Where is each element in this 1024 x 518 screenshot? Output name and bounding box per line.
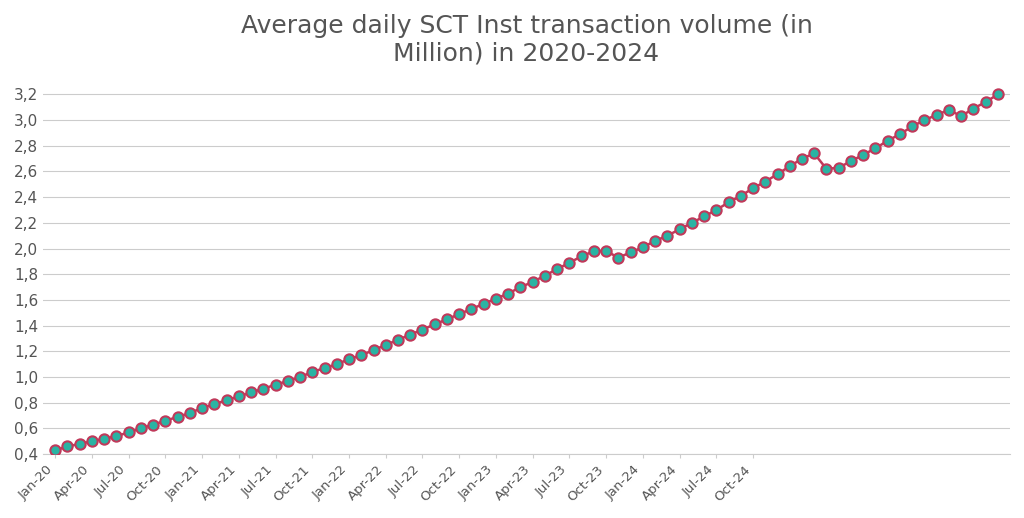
- Point: [390, 336, 407, 344]
- Point: [72, 440, 88, 448]
- Point: [744, 184, 761, 192]
- Point: [341, 355, 357, 363]
- Point: [610, 253, 627, 262]
- Point: [880, 136, 896, 145]
- Point: [830, 164, 847, 172]
- Point: [487, 295, 504, 303]
- Point: [769, 170, 785, 178]
- Point: [47, 446, 63, 454]
- Point: [757, 178, 773, 186]
- Point: [598, 247, 614, 255]
- Point: [647, 237, 664, 245]
- Point: [794, 154, 810, 163]
- Point: [989, 90, 1006, 98]
- Point: [316, 364, 333, 372]
- Point: [892, 130, 908, 138]
- Point: [463, 305, 479, 313]
- Point: [573, 252, 590, 261]
- Point: [206, 400, 222, 408]
- Point: [635, 243, 651, 251]
- Point: [230, 392, 247, 400]
- Point: [280, 377, 296, 385]
- Point: [366, 346, 382, 354]
- Point: [218, 396, 234, 405]
- Point: [623, 248, 639, 256]
- Point: [672, 225, 688, 234]
- Point: [169, 413, 185, 421]
- Point: [292, 373, 308, 381]
- Point: [684, 219, 700, 227]
- Point: [806, 149, 822, 157]
- Point: [549, 265, 565, 274]
- Point: [720, 198, 736, 207]
- Point: [978, 98, 994, 106]
- Point: [561, 258, 578, 267]
- Point: [353, 351, 370, 359]
- Point: [194, 404, 210, 412]
- Point: [659, 232, 676, 240]
- Point: [427, 320, 443, 328]
- Point: [439, 315, 456, 323]
- Point: [966, 104, 982, 112]
- Point: [133, 424, 150, 433]
- Point: [696, 212, 713, 221]
- Title: Average daily SCT Inst transaction volume (in
Million) in 2020-2024: Average daily SCT Inst transaction volum…: [241, 14, 812, 66]
- Point: [96, 435, 113, 443]
- Point: [867, 144, 884, 152]
- Point: [709, 206, 725, 214]
- Point: [941, 106, 957, 114]
- Point: [929, 111, 945, 119]
- Point: [586, 247, 602, 255]
- Point: [304, 368, 321, 376]
- Point: [59, 442, 76, 451]
- Point: [904, 122, 921, 131]
- Point: [500, 290, 516, 298]
- Point: [145, 421, 162, 429]
- Point: [732, 192, 749, 200]
- Point: [255, 384, 271, 393]
- Point: [843, 157, 859, 165]
- Point: [84, 437, 100, 445]
- Point: [855, 151, 871, 159]
- Point: [512, 283, 528, 291]
- Point: [329, 360, 345, 368]
- Point: [109, 432, 125, 440]
- Point: [243, 388, 259, 397]
- Point: [953, 112, 970, 120]
- Point: [537, 271, 553, 280]
- Point: [378, 341, 394, 349]
- Point: [121, 428, 137, 437]
- Point: [524, 278, 541, 286]
- Point: [475, 300, 492, 308]
- Point: [181, 409, 198, 417]
- Point: [402, 330, 419, 339]
- Point: [158, 416, 174, 425]
- Point: [916, 116, 933, 124]
- Point: [415, 325, 431, 334]
- Point: [781, 162, 798, 170]
- Point: [451, 310, 467, 318]
- Point: [267, 381, 284, 389]
- Point: [818, 165, 835, 173]
